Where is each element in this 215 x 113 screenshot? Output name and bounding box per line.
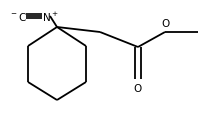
Text: O: O xyxy=(134,83,142,93)
Text: $\mathsf{^-C}$: $\mathsf{^-C}$ xyxy=(9,11,27,23)
Text: O: O xyxy=(161,19,169,29)
Text: $\mathsf{N^+}$: $\mathsf{N^+}$ xyxy=(42,10,58,23)
